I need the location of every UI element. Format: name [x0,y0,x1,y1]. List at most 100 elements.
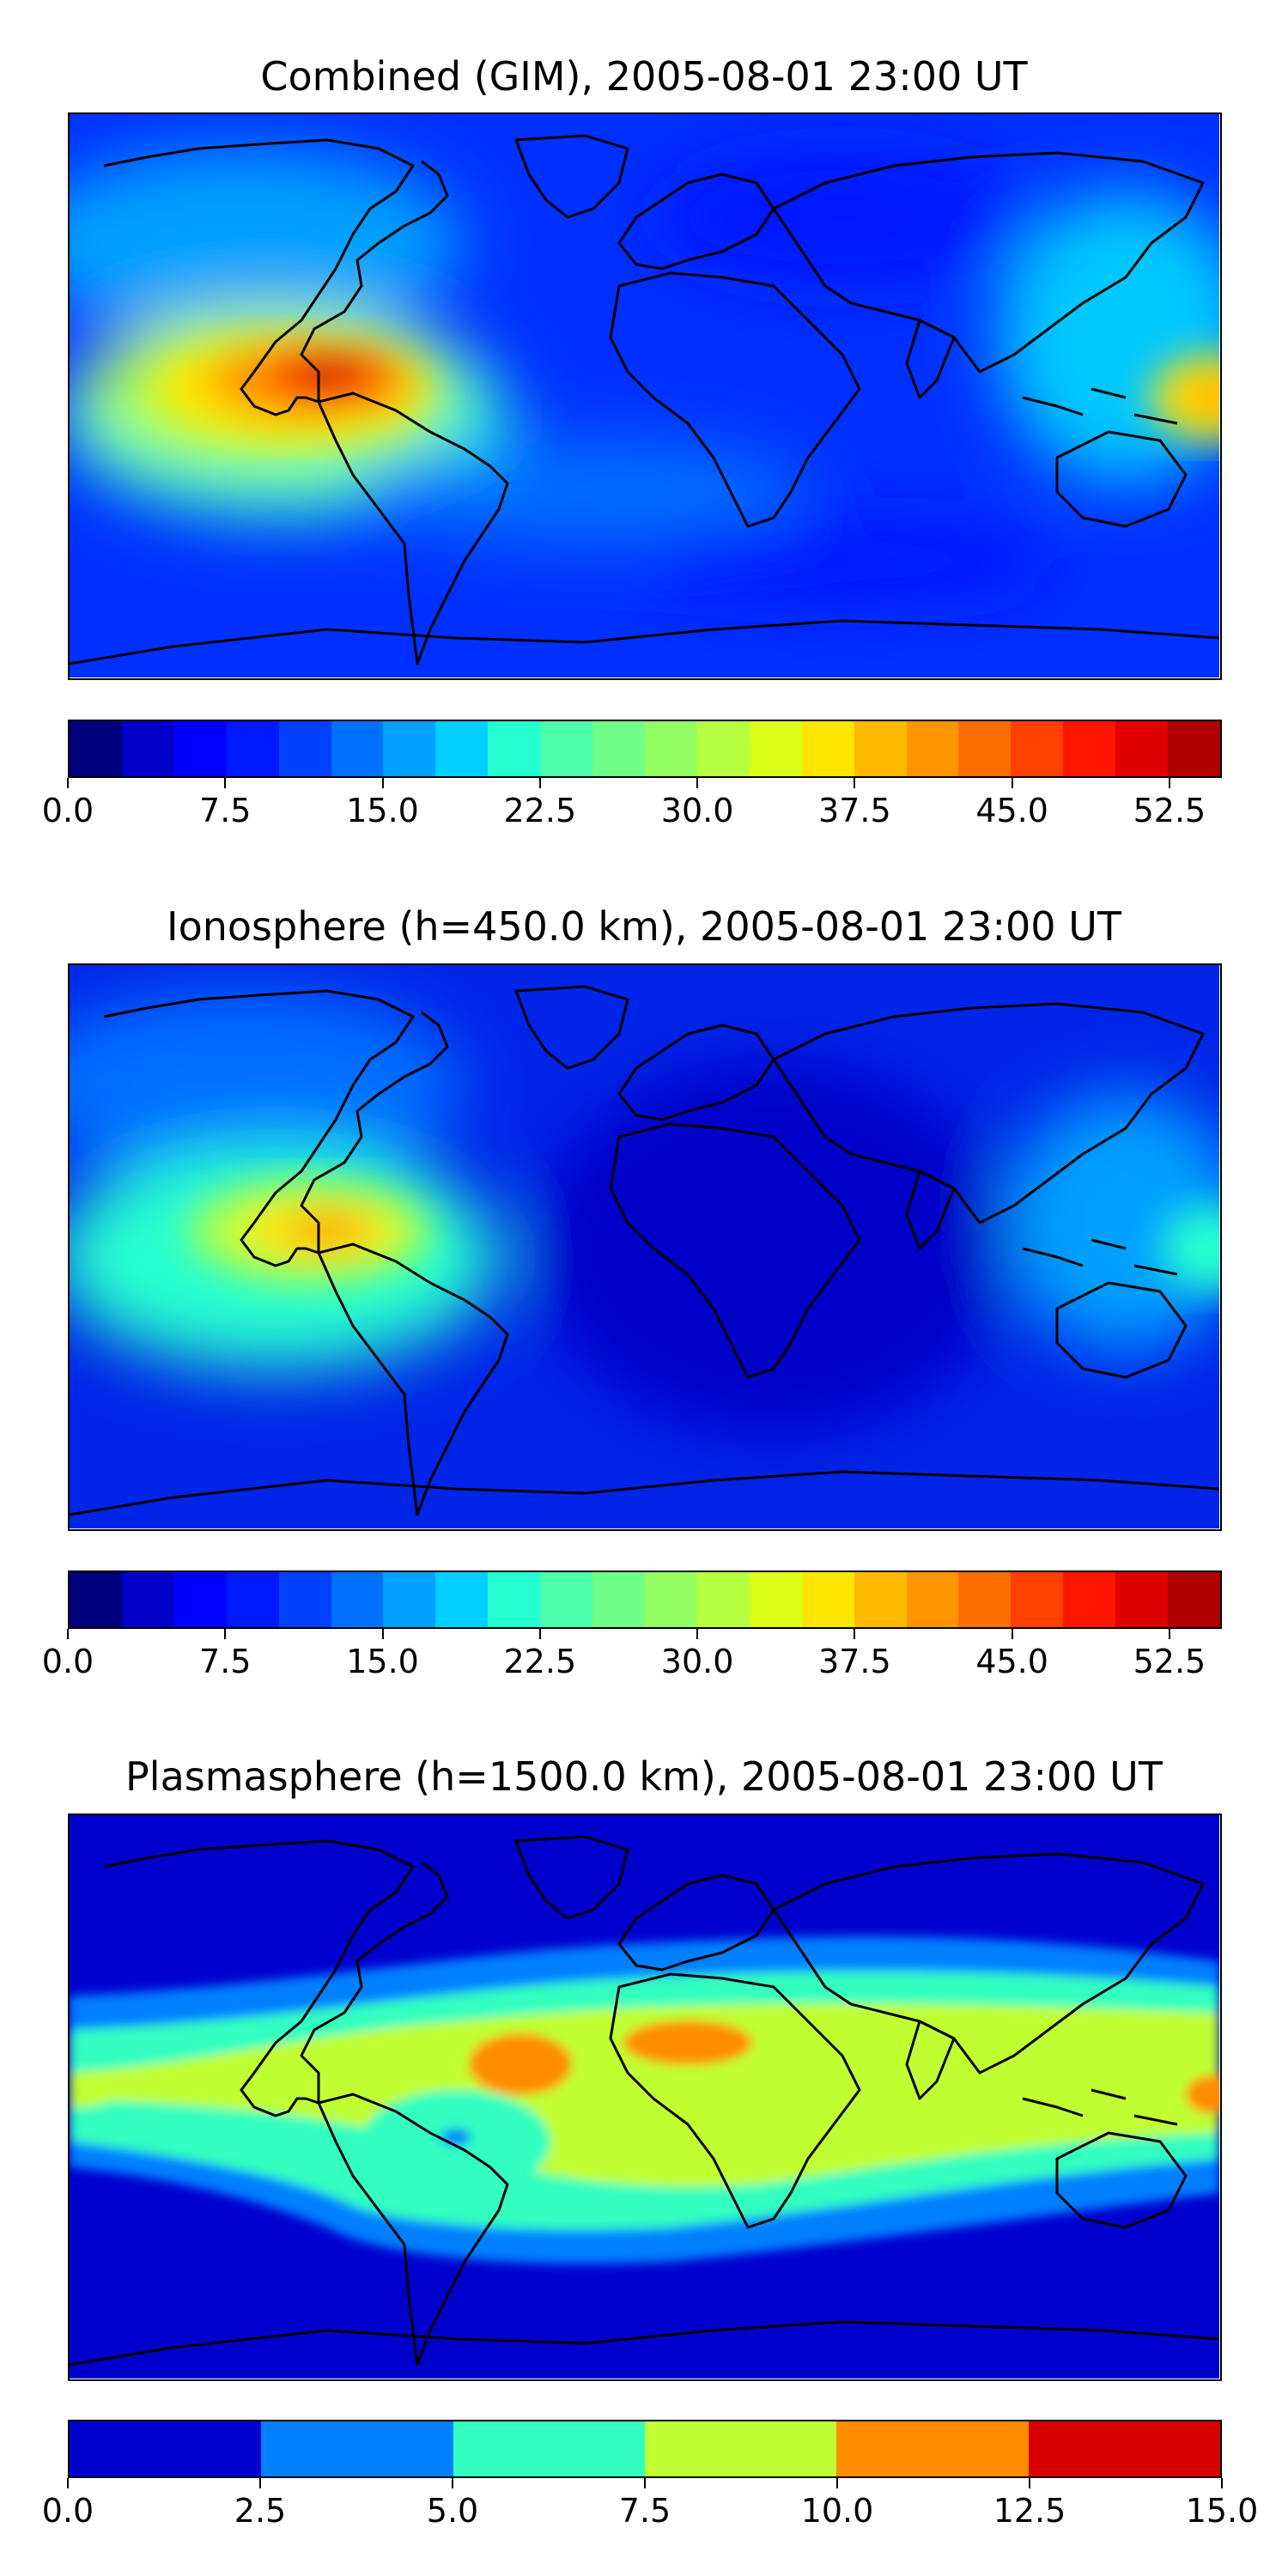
colorbar-tick [854,778,856,788]
colorbar-tick-label: 7.5 [199,1643,252,1680]
colorbar-tick [224,778,227,788]
colorbar-tick [259,2478,261,2488]
panel-1-colorbar-ticks: 0.0 7.5 15.0 22.5 30.0 37.5 45.0 52.5 [42,778,1222,829]
colorbar-segment [453,2421,645,2476]
colorbar-tick-label: 52.5 [1133,1643,1206,1680]
colorbar-tick-label: 45.0 [975,1643,1048,1680]
colorbar-segment [383,721,436,776]
colorbar-segment [383,1572,436,1627]
colorbar-segment [644,2421,837,2476]
colorbar-segment [1011,1572,1064,1627]
colorbar-segment [1115,1572,1169,1627]
colorbar-tick [1168,778,1170,788]
panel-3-title: Plasmasphere (h=1500.0 km), 2005-08-01 2… [125,1753,1163,1800]
colorbar-segment [488,721,541,776]
colorbar-tick-label: 7.5 [618,2492,671,2530]
colorbar-segment [644,721,697,776]
colorbar-tick-label: 37.5 [818,1643,891,1680]
colorbar-segment [173,721,227,776]
colorbar-segment [540,1572,593,1627]
colorbar-tick [1029,2478,1030,2488]
colorbar-tick-label: 0.0 [41,2492,94,2530]
colorbar-segment [226,721,279,776]
colorbar-segment [592,1572,645,1627]
colorbar-tick [67,2478,69,2488]
colorbar-tick [538,1629,541,1639]
colorbar-tick [696,778,699,788]
colorbar-segment [70,1572,122,1627]
panel-2-map [68,963,1222,1531]
panel-3-map [68,1814,1222,2381]
colorbar-tick-label: 12.5 [993,2492,1066,2530]
colorbar-segment [1168,1572,1220,1627]
panel-3-colorbar [68,2420,1222,2478]
colorbar-tick-label: 0.0 [41,1643,94,1680]
colorbar-tick [1221,2478,1223,2488]
colorbar-tick [538,778,541,788]
colorbar-tick-label: 52.5 [1133,792,1206,829]
colorbar-tick-label: 10.0 [800,2492,874,2530]
colorbar-segment [644,1572,697,1627]
panel-2-colorbar [68,1571,1222,1629]
colorbar-tick [644,2478,646,2488]
colorbar-segment [331,721,384,776]
colorbar-tick [696,1629,699,1639]
colorbar-tick-label: 15.0 [1185,2492,1259,2530]
colorbar-tick [381,778,384,788]
panel-2-colorbar-ticks: 0.0 7.5 15.0 22.5 30.0 37.5 45.0 52.5 [42,1629,1222,1680]
colorbar-tick [1011,1629,1013,1639]
colorbar-segment [278,1572,331,1627]
colorbar-segment [592,721,645,776]
colorbar-segment [226,1572,279,1627]
colorbar-segment [278,721,331,776]
colorbar-tick [67,778,69,788]
panel-2-title: Ionosphere (h=450.0 km), 2005-08-01 23:0… [167,903,1121,950]
colorbar-tick-label: 22.5 [503,1643,577,1680]
colorbar-segment [435,721,489,776]
colorbar-segment [540,721,593,776]
panel-1-colorbar [68,720,1222,778]
colorbar-segment [1011,721,1064,776]
colorbar-segment [173,1572,227,1627]
colorbar-tick-label: 30.0 [660,792,734,829]
colorbar-segment [1168,721,1220,776]
colorbar-tick-label: 45.0 [975,792,1048,829]
colorbar-tick [67,1629,69,1639]
colorbar-segment [435,1572,489,1627]
colorbar-segment [121,1572,174,1627]
colorbar-segment [801,1572,854,1627]
colorbar-segment [836,2421,1029,2476]
colorbar-tick-label: 37.5 [818,792,891,829]
colorbar-segment [1115,721,1169,776]
colorbar-segment [70,721,122,776]
colorbar-tick-label: 22.5 [503,792,577,829]
colorbar-segment [854,721,907,776]
panel-1-map [68,112,1222,680]
colorbar-segment [488,1572,541,1627]
colorbar-tick [1168,1629,1170,1639]
colorbar-segment [749,721,802,776]
colorbar-segment [261,2421,453,2476]
colorbar-segment [801,721,854,776]
colorbar-tick [381,1629,384,1639]
colorbar-tick [1011,778,1013,788]
colorbar-segment [1063,1572,1116,1627]
colorbar-tick [854,1629,856,1639]
colorbar-tick-label: 30.0 [660,1643,734,1680]
colorbar-segment [906,1572,959,1627]
colorbar-tick-label: 15.0 [346,792,419,829]
colorbar-segment [958,721,1012,776]
colorbar-segment [1028,2421,1220,2476]
colorbar-tick [836,2478,838,2488]
panel-1-title: Combined (GIM), 2005-08-01 23:00 UT [260,53,1028,100]
colorbar-tick-label: 15.0 [346,1643,419,1680]
colorbar-segment [749,1572,802,1627]
colorbar-tick-label: 2.5 [234,2492,287,2530]
colorbar-segment [696,721,750,776]
colorbar-segment [906,721,959,776]
colorbar-segment [1063,721,1116,776]
colorbar-tick-label: 0.0 [41,792,94,829]
colorbar-segment [958,1572,1012,1627]
colorbar-tick-label: 5.0 [426,2492,479,2530]
colorbar-tick [452,2478,453,2488]
